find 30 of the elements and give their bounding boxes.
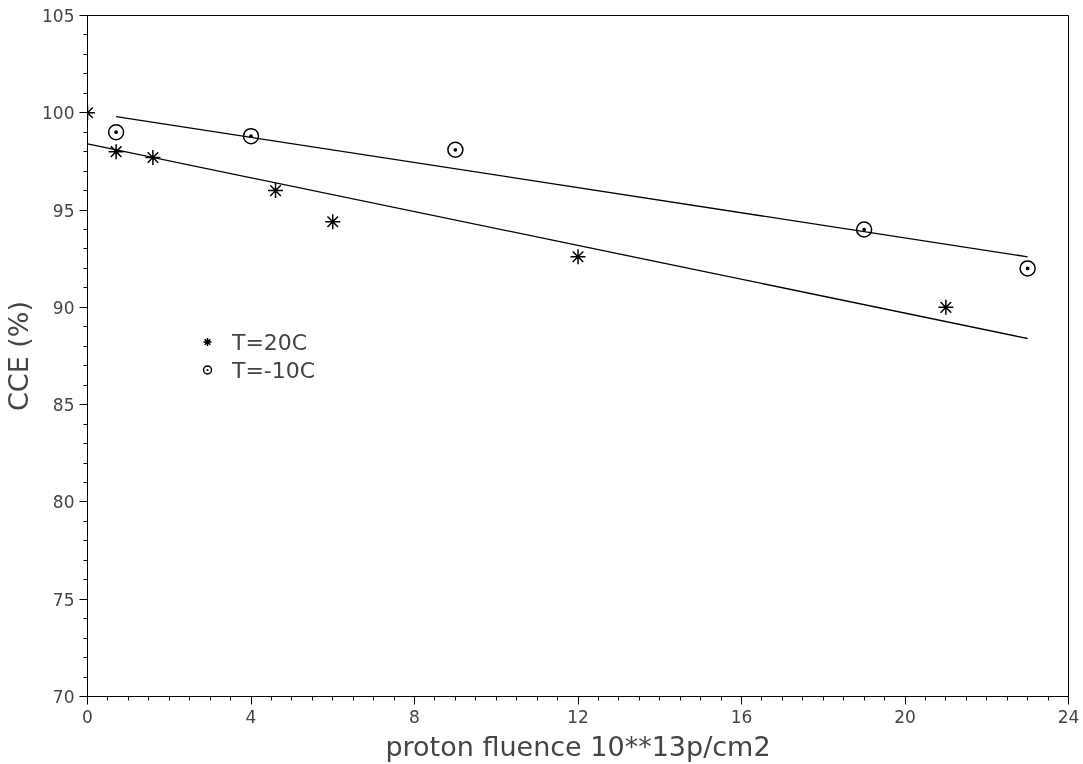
y-tick-label: 70 (52, 687, 75, 707)
point (937, 299, 955, 316)
x-tick-label: 24 (1057, 706, 1080, 727)
point (242, 127, 260, 145)
legend-label: T=-10C (232, 357, 316, 382)
y-tick-label: 105 (42, 6, 75, 26)
point (267, 182, 284, 199)
y-axis-title: CCE (%) (3, 300, 35, 412)
y-tick-label: 80 (52, 492, 75, 513)
x-tick-label: 20 (894, 706, 916, 727)
x-tick-label: 0 (82, 706, 93, 727)
legend-label: T=20C (232, 329, 308, 354)
x-tick-label: 12 (567, 706, 589, 727)
y-tick-label: 85 (52, 395, 75, 416)
x-tick-label: 4 (245, 706, 257, 727)
y-tick-label: 100 (42, 103, 75, 124)
y-tick-label: 90 (52, 297, 75, 318)
point (447, 141, 464, 158)
point (107, 143, 125, 160)
point (569, 248, 587, 266)
x-tick-label: 8 (409, 706, 420, 727)
point (144, 149, 162, 166)
point (107, 124, 125, 141)
point (324, 213, 341, 230)
point (1019, 260, 1036, 277)
x-axis-title: proton fluence 10**13p/cm2 (385, 730, 771, 762)
x-tick-label: 16 (730, 706, 753, 727)
y-tick-label: 95 (52, 200, 75, 221)
y-tick-label: 75 (52, 589, 75, 610)
point (855, 221, 873, 238)
